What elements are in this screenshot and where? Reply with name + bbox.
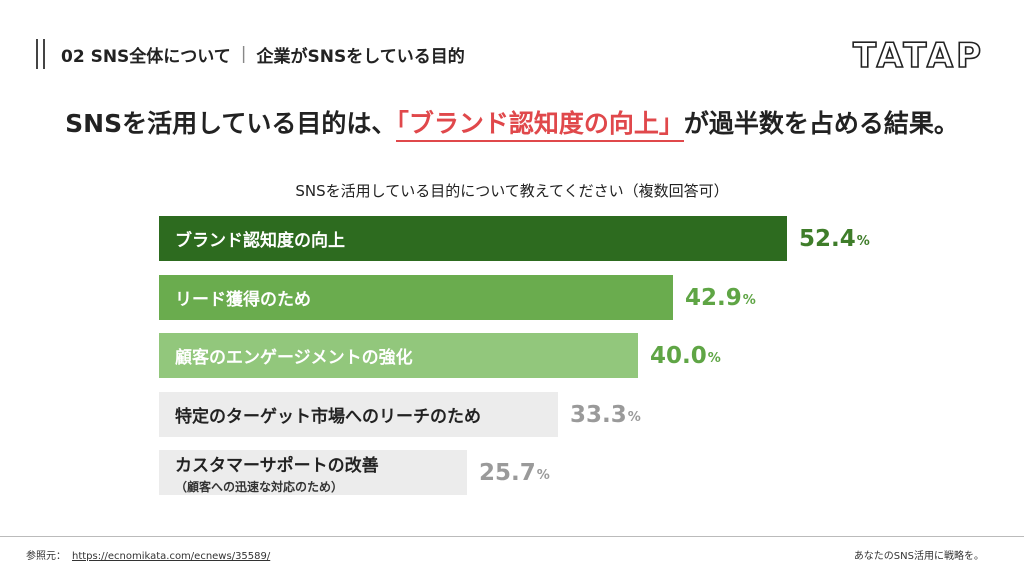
bar-label: カスタマーサポートの改善 bbox=[175, 455, 379, 476]
value-unit: % bbox=[742, 293, 756, 308]
headline-before: SNSを活用している目的は、 bbox=[65, 109, 397, 138]
bar-4: 特定のターゲット市場へのリーチのため bbox=[159, 392, 558, 437]
bar-2: リード獲得のため bbox=[159, 275, 673, 320]
value-unit: % bbox=[856, 234, 870, 249]
value-number: 40.0 bbox=[650, 342, 707, 369]
tatap-logo: TATAP bbox=[852, 35, 984, 77]
header-bars-icon bbox=[36, 39, 45, 69]
source-label: 参照元： bbox=[26, 551, 66, 562]
value-number: 52.4 bbox=[799, 225, 856, 252]
value-label: 33.3% bbox=[570, 392, 641, 437]
subsection-title: 企業がSNSをしている目的 bbox=[256, 46, 465, 67]
value-number: 42.9 bbox=[685, 284, 742, 311]
value-number: 25.7 bbox=[479, 459, 536, 486]
bar-3: 顧客のエンゲージメントの強化 bbox=[159, 333, 638, 378]
bar-label: リード獲得のため bbox=[175, 290, 311, 310]
value-label: 42.9% bbox=[685, 275, 756, 320]
bar-5: カスタマーサポートの改善 （顧客への迅速な対応のため） bbox=[159, 450, 467, 495]
headline-highlight: 「ブランド認知度の向上」 bbox=[396, 109, 684, 142]
value-label: 40.0% bbox=[650, 333, 721, 378]
value-unit: % bbox=[627, 410, 641, 425]
chart-title: SNSを活用している目的について教えてください（複数回答可） bbox=[295, 182, 729, 200]
source-link[interactable]: https://ecnomikata.com/ecnews/35589/ bbox=[72, 551, 271, 562]
header-separator: | bbox=[240, 44, 247, 64]
bar-label: 特定のターゲット市場へのリーチのため bbox=[175, 407, 481, 427]
source-citation: 参照元： https://ecnomikata.com/ecnews/35589/ bbox=[26, 547, 270, 562]
bar-sublabel: （顧客への迅速な対応のため） bbox=[175, 479, 344, 494]
headline: SNSを活用している目的は、「ブランド認知度の向上」が過半数を占める結果。 bbox=[0, 104, 1024, 142]
bar-label: 顧客のエンゲージメントの強化 bbox=[175, 348, 413, 368]
section-title: 02 SNS全体について bbox=[61, 46, 231, 67]
value-unit: % bbox=[707, 351, 721, 366]
value-unit: % bbox=[536, 468, 550, 483]
value-number: 33.3 bbox=[570, 401, 627, 428]
footer-divider bbox=[0, 536, 1024, 537]
bar-label: ブランド認知度の向上 bbox=[175, 231, 345, 251]
value-label: 25.7% bbox=[479, 450, 550, 495]
footer-tagline: あなたのSNS活用に戦略を。 bbox=[853, 551, 984, 562]
bar-1: ブランド認知度の向上 bbox=[159, 216, 787, 261]
section-header: 02 SNS全体について | 企業がSNSをしている目的 bbox=[36, 38, 465, 70]
headline-after: が過半数を占める結果。 bbox=[683, 109, 959, 138]
value-label: 52.4% bbox=[799, 216, 870, 261]
